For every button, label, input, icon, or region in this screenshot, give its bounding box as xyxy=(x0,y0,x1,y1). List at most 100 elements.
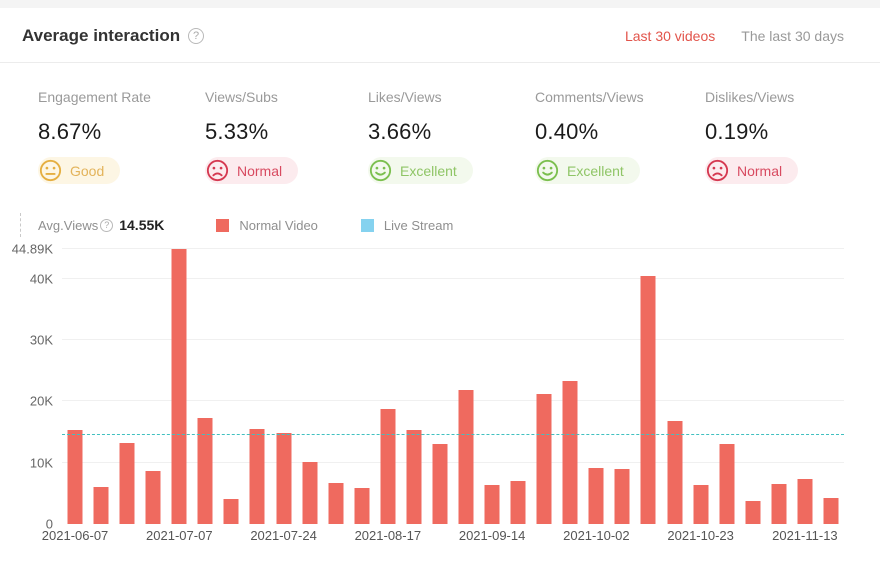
stat-value: 3.66% xyxy=(368,119,432,144)
stats-row: Engagement Rate 8.67% Good Views/Subs 5.… xyxy=(0,63,880,187)
bar-normal-video[interactable] xyxy=(197,418,213,524)
bar-normal-video[interactable] xyxy=(302,461,318,524)
bar-slot xyxy=(349,249,375,524)
face-icon xyxy=(39,159,62,182)
bar-normal-video[interactable] xyxy=(693,484,709,524)
face-icon xyxy=(536,159,559,182)
bar-normal-video[interactable] xyxy=(354,487,370,524)
bar-normal-video[interactable] xyxy=(640,275,656,524)
bar-slot xyxy=(635,249,661,524)
gridline xyxy=(62,461,844,463)
stat-value: 0.40% xyxy=(535,119,599,144)
bar-slot xyxy=(688,249,714,524)
bar-normal-video[interactable] xyxy=(562,381,578,524)
face-icon xyxy=(706,159,729,182)
bar-slot xyxy=(166,249,192,524)
gridline xyxy=(62,248,844,249)
bar-normal-video[interactable] xyxy=(614,469,630,524)
x-axis-tick-label: 2021-07-07 xyxy=(146,528,213,543)
bar-slot xyxy=(505,249,531,524)
legend-label: Live Stream xyxy=(383,217,454,233)
x-axis-tick-label: 2021-09-14 xyxy=(458,528,526,543)
x-axis-tick-label: 2021-07-24 xyxy=(250,528,317,543)
bar-normal-video[interactable] xyxy=(93,486,109,524)
face-icon xyxy=(369,159,392,182)
y-axis-tick-label: 0 xyxy=(45,516,53,532)
y-axis-tick-label: 44.89K xyxy=(11,241,53,257)
avg-views-label: Avg.Views xyxy=(38,217,99,233)
stat-label: Dislikes/Views xyxy=(705,89,795,105)
legend-item-live-stream[interactable]: Live Stream xyxy=(360,217,454,233)
bar-slot xyxy=(271,249,297,524)
stat-label: Engagement Rate xyxy=(38,89,151,105)
bar-slot xyxy=(662,249,688,524)
rating-badge: Normal xyxy=(205,157,299,184)
legend-item-normal-video[interactable]: Normal Video xyxy=(216,218,318,233)
x-axis-tick-label: 2021-11-13 xyxy=(772,528,838,543)
bar-normal-video[interactable] xyxy=(249,429,265,524)
bar-normal-video[interactable] xyxy=(67,430,83,524)
bar-normal-video[interactable] xyxy=(823,497,839,524)
bar-normal-video[interactable] xyxy=(432,444,448,524)
y-axis-tick-label: 10K xyxy=(29,455,53,471)
bar-normal-video[interactable] xyxy=(458,389,474,524)
tab-last-30-days[interactable]: The last 30 days xyxy=(741,28,844,44)
x-axis-tick-label: 2021-10-23 xyxy=(667,528,734,543)
title-help-icon[interactable]: ? xyxy=(188,28,205,44)
y-axis-tick-label: 30K xyxy=(29,332,53,348)
bar-normal-video[interactable] xyxy=(588,467,604,524)
tab-last-30-videos[interactable]: Last 30 videos xyxy=(624,28,716,44)
bar-normal-video[interactable] xyxy=(171,249,187,524)
bar-normal-video[interactable] xyxy=(771,483,787,524)
avg-views-value: 14.55K xyxy=(119,217,165,233)
bar-slot xyxy=(218,249,244,524)
bar-slot xyxy=(453,249,479,524)
gridline xyxy=(62,277,844,279)
bar-slot xyxy=(792,249,818,524)
y-axis-tick-label: 20K xyxy=(29,393,53,409)
average-views-line xyxy=(62,433,844,435)
rating-label: Excellent xyxy=(567,162,624,179)
stat-comments-views: Comments/Views 0.40% Excellent xyxy=(535,89,705,187)
rating-label: Normal xyxy=(237,162,283,179)
bar-slot xyxy=(88,249,114,524)
bar-normal-video[interactable] xyxy=(484,485,500,524)
legend-label: Normal Video xyxy=(239,217,318,233)
views-bar-chart: 0 10K 20K 30K 40K 44.89K 2021-06-07 2021-07-07… xyxy=(12,242,844,546)
bar-normal-video[interactable] xyxy=(797,478,813,524)
bar-slot xyxy=(427,249,453,524)
chart-plot: 0 10K 20K 30K 40K 44.89K xyxy=(12,242,844,532)
bar-slot xyxy=(818,249,844,524)
stat-likes-views: Likes/Views 3.66% Excellent xyxy=(368,89,535,187)
avg-views-help-icon[interactable]: ? xyxy=(100,218,114,232)
bar-normal-video[interactable] xyxy=(145,470,161,524)
bar-slot xyxy=(114,249,140,524)
page-title: Average interaction xyxy=(22,26,181,45)
rating-badge: Excellent xyxy=(368,157,473,184)
bar-slot xyxy=(557,249,583,524)
bar-normal-video[interactable] xyxy=(510,481,526,524)
bar-slot xyxy=(375,249,401,524)
bar-normal-video[interactable] xyxy=(223,498,239,524)
card-header: Average interaction ? Last 30 videos The… xyxy=(0,8,880,63)
rating-badge: Normal xyxy=(705,157,799,184)
chart-legend: Avg.Views ? 14.55K Normal Video Live Str… xyxy=(20,213,880,237)
bar-normal-video[interactable] xyxy=(745,501,761,524)
bar-slot xyxy=(531,249,557,524)
bar-slot xyxy=(766,249,792,524)
rating-badge: Excellent xyxy=(535,157,640,184)
bar-normal-video[interactable] xyxy=(119,443,135,524)
bar-normal-video[interactable] xyxy=(276,433,292,524)
bar-normal-video[interactable] xyxy=(667,421,683,524)
bar-slot xyxy=(297,249,323,524)
bar-normal-video[interactable] xyxy=(328,482,344,524)
bar-normal-video[interactable] xyxy=(719,443,735,524)
bar-normal-video[interactable] xyxy=(406,429,422,524)
bar-normal-video[interactable] xyxy=(536,393,552,524)
bar-slot xyxy=(192,249,218,524)
face-icon xyxy=(206,159,229,182)
bar-normal-video[interactable] xyxy=(380,409,396,524)
normal-video-swatch-icon xyxy=(216,218,230,232)
stat-value: 0.19% xyxy=(705,119,769,144)
bar-slot xyxy=(479,249,505,524)
